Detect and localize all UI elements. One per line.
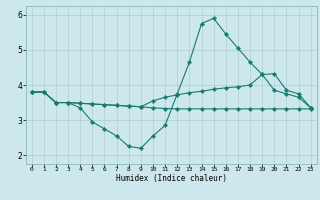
- X-axis label: Humidex (Indice chaleur): Humidex (Indice chaleur): [116, 174, 227, 183]
